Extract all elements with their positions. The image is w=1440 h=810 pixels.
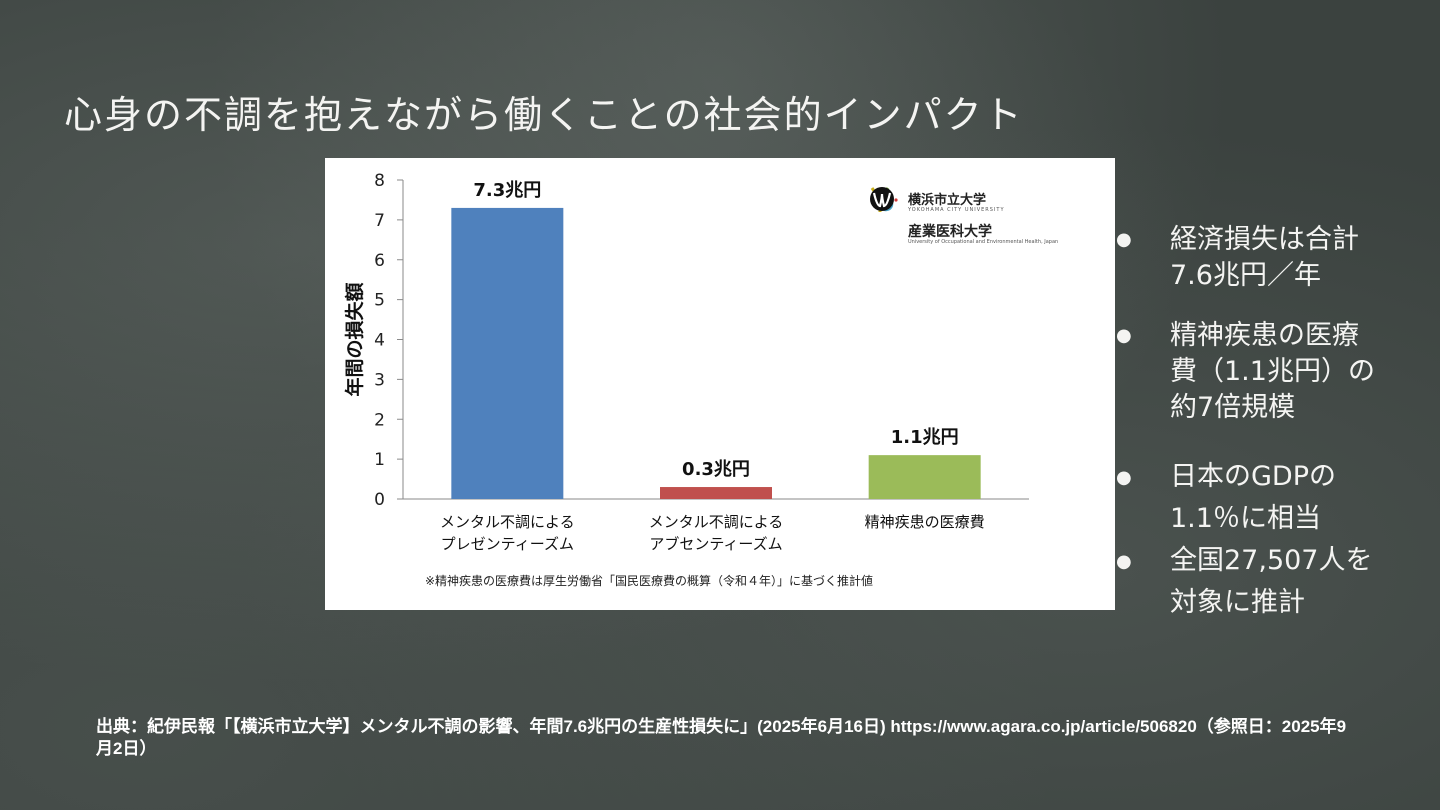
univ2-subtitle: University of Occupational and Environme…	[908, 239, 1059, 245]
y-tick-label: 4	[374, 331, 385, 351]
slide-title: 心身の不調を抱えながら働くことの社会的インパクト	[64, 93, 1024, 137]
uoeh-logo-icon	[870, 187, 894, 211]
univ1-name: 横浜市立大学	[908, 193, 987, 208]
y-tick-label: 8	[374, 171, 385, 191]
univ1-subtitle: YOKOHAMA CITY UNIVERSITY	[908, 207, 1005, 213]
y-axis-label: 年間の損失額	[343, 282, 366, 396]
bullet-dot-icon: ●	[1116, 467, 1132, 488]
y-tick-label: 6	[374, 251, 385, 271]
bullet-text: 全国27,507人を対象に推計	[1170, 545, 1373, 618]
bar	[451, 207, 564, 499]
bar	[868, 455, 981, 499]
data-label: 1.1兆円	[891, 427, 959, 448]
chart-footnote: ※精神疾患の医療費は厚生労働省「国民医療費の概算（令和４年）」に基づく推計値	[425, 573, 873, 588]
data-label: 0.3兆円	[682, 459, 750, 480]
x-category-label: 精神疾患の医療費	[865, 513, 985, 531]
x-category-label: アブセンティーズム	[649, 535, 782, 553]
data-label: 7.3兆円	[473, 180, 541, 201]
bar	[660, 487, 772, 499]
y-tick-label: 7	[374, 211, 385, 231]
bullet-text: 経済損失は合計7.6兆円／年	[1170, 224, 1359, 291]
y-tick-label: 1	[374, 450, 385, 470]
bullet-text: 精神疾患の医療費（1.1兆円）の約7倍規模	[1170, 320, 1375, 423]
y-tick-label: 2	[374, 410, 385, 430]
bullet-text: 日本のGDPの1.1％に相当	[1170, 461, 1336, 534]
x-category-label: メンタル不調による	[649, 513, 784, 531]
x-category-label: メンタル不調による	[440, 513, 575, 531]
university-logos: 横浜市立大学 YOKOHAMA CITY UNIVERSITY 産業医科大学 U…	[868, 186, 1068, 252]
bar-chart: 012345678年間の損失額7.3兆円メンタル不調によるプレゼンティーズム0.…	[343, 171, 1029, 588]
y-tick-label: 0	[374, 490, 385, 510]
chart-panel: 0 1 2 3 4 5 6 7 8 年間の損失額 7.3兆円 メンタル不調による プレゼンティーズム 0.…	[325, 158, 1115, 610]
y-tick-label: 3	[374, 370, 385, 390]
bullet-dot-icon: ●	[1116, 551, 1132, 572]
bullet-dot-icon: ●	[1116, 325, 1132, 346]
y-tick-label: 5	[374, 291, 385, 311]
bullet-dot-icon: ●	[1116, 229, 1132, 250]
univ2-name: 産業医科大学	[908, 224, 992, 240]
source-citation: 出典：紀伊民報「【横浜市立大学】メンタル不調の影響、年間7.6兆円の生産性損失に…	[96, 717, 1347, 758]
x-category-label: プレゼンティーズム	[441, 535, 574, 553]
